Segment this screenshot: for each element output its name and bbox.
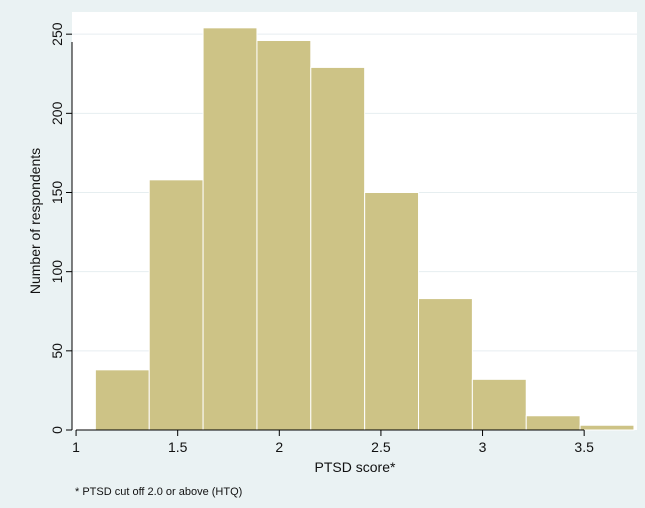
y-tick-label-250: 250 bbox=[49, 22, 65, 46]
histogram-bar-6 bbox=[364, 192, 420, 431]
y-tick-label-200: 200 bbox=[49, 101, 65, 125]
y-axis-title: Number of respondents bbox=[27, 148, 43, 294]
y-tick-label-150: 150 bbox=[49, 181, 65, 205]
histogram-bar-7 bbox=[418, 298, 473, 431]
histogram-bar-4 bbox=[256, 40, 312, 431]
x-tick-label-3.5: 3.5 bbox=[574, 439, 594, 455]
y-tick-label-0: 0 bbox=[49, 426, 65, 434]
histogram-bar-2 bbox=[148, 179, 204, 431]
y-tick-label-100: 100 bbox=[49, 260, 65, 284]
x-axis-title: PTSD score* bbox=[315, 459, 396, 475]
histogram-bar-8 bbox=[471, 378, 527, 431]
x-tick-label-1: 1 bbox=[72, 439, 80, 455]
histogram-bar-3 bbox=[202, 27, 258, 431]
axes bbox=[66, 33, 585, 436]
histogram-bar-5 bbox=[310, 66, 366, 431]
x-tick-label-1.5: 1.5 bbox=[168, 439, 188, 455]
y-tick-label-50: 50 bbox=[49, 343, 65, 359]
x-tick-label-2.5: 2.5 bbox=[371, 439, 391, 455]
x-tick-label-3: 3 bbox=[479, 439, 487, 455]
histogram-bars bbox=[94, 27, 635, 431]
histogram-bar-1 bbox=[94, 369, 150, 431]
histogram-bar-9 bbox=[525, 415, 581, 431]
histogram-bar-10 bbox=[579, 424, 635, 431]
x-tick-label-2: 2 bbox=[275, 439, 283, 455]
tick-labels: 0 50 100 150 200 250 1 1.5 2 2.5 3 3.5 bbox=[49, 22, 594, 455]
footnote: * PTSD cut off 2.0 or above (HTQ) bbox=[75, 486, 242, 498]
